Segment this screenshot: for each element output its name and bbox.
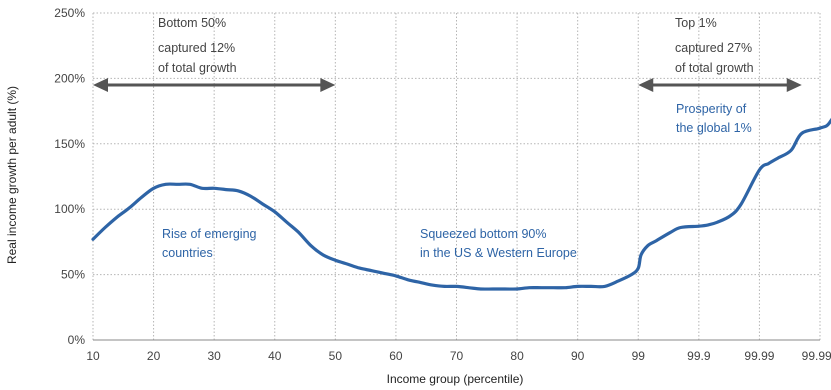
x-tick-labels: 10 20 30 40 50 60 70 80 90 99 99.9 99.99 99.999 [86,349,831,363]
svg-text:Prosperity of: Prosperity of [676,102,747,116]
x-tick-label: 99 [632,349,646,363]
x-tick-label: 30 [207,349,221,363]
y-tick-labels: 0% 50% 100% 150% 200% 250% [54,6,85,347]
y-axis-title: Real income growth per adult (%) [5,86,19,264]
y-tick-label: 250% [54,6,85,20]
x-tick-label: 99.99 [744,349,774,363]
svg-text:the global 1%: the global 1% [676,121,752,135]
svg-text:Rise of emerging: Rise of emerging [162,227,257,241]
annotation-squeezed: Squeezed bottom 90% in the US & Western … [420,227,577,260]
range-arrows [93,78,802,92]
arrow-head-left [93,78,108,92]
svg-text:Squeezed bottom 90%: Squeezed bottom 90% [420,227,546,241]
svg-text:Top 1%: Top 1% [675,16,717,30]
x-tick-label: 20 [147,349,161,363]
annotation-prosperity: Prosperity of the global 1% [676,102,752,135]
series-line [91,117,831,291]
annotation-bottom-50: Bottom 50% captured 12% of total growth [158,16,237,75]
y-tick-label: 200% [54,71,85,85]
x-tick-label: 99.9 [687,349,711,363]
svg-text:countries: countries [162,246,213,260]
x-axis-title: Income group (percentile) [387,372,524,386]
x-tick-label: 10 [86,349,100,363]
arrow-head-left [638,78,654,92]
x-tick-label: 50 [329,349,343,363]
x-tick-label: 99.999 [802,349,831,363]
svg-text:in the US & Western Europe: in the US & Western Europe [420,246,577,260]
svg-text:of total growth: of total growth [158,61,237,75]
arrow-head-right [320,78,336,92]
arrow-bottom-50 [93,78,336,92]
x-tick-label: 90 [571,349,585,363]
y-tick-label: 100% [54,202,85,216]
y-tick-label: 50% [61,268,85,282]
arrow-head-right [786,78,802,92]
svg-text:captured 27%: captured 27% [675,41,752,55]
annotation-top-1: Top 1% captured 27% of total growth [675,16,754,75]
arrow-top-1 [638,78,802,92]
svg-text:captured 12%: captured 12% [158,41,235,55]
annotation-emerging: Rise of emerging countries [162,227,257,260]
svg-text:Bottom 50%: Bottom 50% [158,16,226,30]
x-tick-label: 80 [510,349,524,363]
x-tick-label: 60 [389,349,403,363]
x-tick-label: 70 [450,349,464,363]
y-tick-label: 0% [68,333,86,347]
svg-text:of total growth: of total growth [675,61,754,75]
x-tick-label: 40 [268,349,282,363]
y-tick-label: 150% [54,137,85,151]
